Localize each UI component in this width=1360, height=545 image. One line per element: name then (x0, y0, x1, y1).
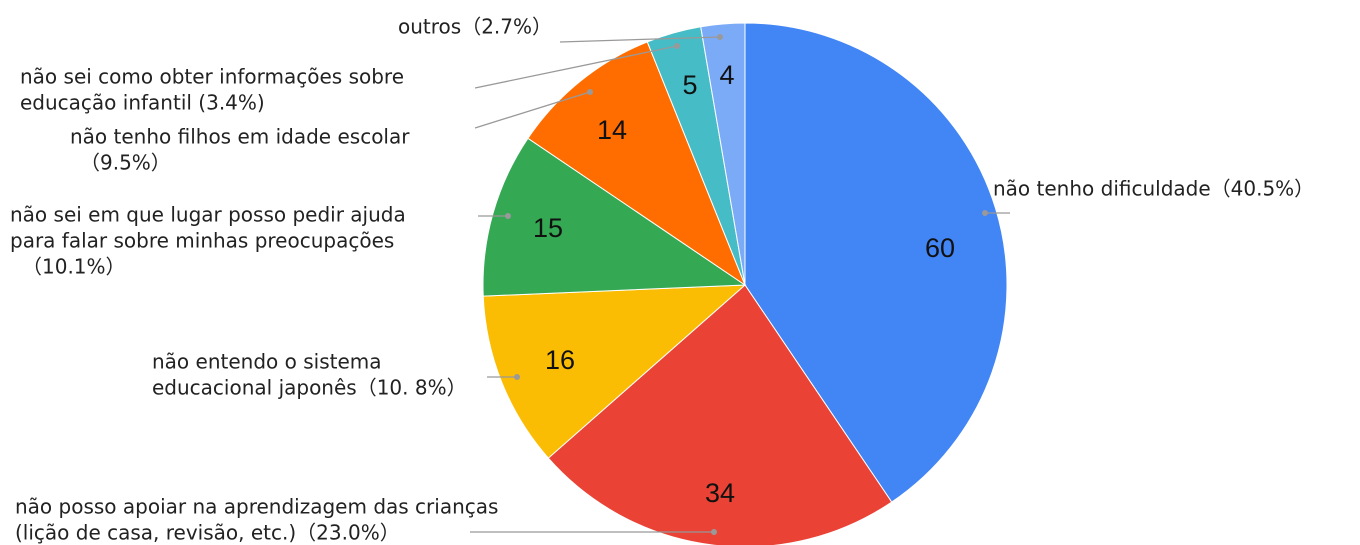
pie-slice (482, 284, 747, 459)
leader-dot (717, 34, 723, 40)
slice-label: para falar sobre minhas preocupações (10, 229, 394, 253)
slice-label: não entendo o sistema (152, 350, 382, 374)
data-label: 60 (925, 233, 955, 263)
leader-line (474, 45, 678, 89)
slice-label: não posso apoiar na aprendizagem das cri… (15, 495, 498, 519)
data-label: 5 (682, 70, 697, 100)
pie-slice (744, 22, 1008, 503)
slice-label: outros（2.7%） (398, 15, 552, 39)
slice-label: （10.1%） (22, 255, 126, 279)
slice-label: não sei como obter informações sobre (20, 65, 404, 89)
data-label: 34 (705, 478, 735, 508)
slice-label: não tenho dificuldade（40.5%） (993, 177, 1314, 201)
data-label: 4 (719, 60, 734, 90)
leader-line (474, 91, 591, 129)
leader-dot (514, 374, 520, 380)
slice-label: educacional japonês（10. 8%） (152, 376, 467, 400)
leader-dot (505, 213, 511, 219)
pie-slice (527, 41, 747, 287)
data-label: 15 (533, 213, 563, 243)
leader-line (559, 36, 721, 43)
pie-slice (700, 22, 746, 286)
slice-label: não tenho filhos em idade escolar (70, 125, 410, 149)
leader-dot (587, 89, 593, 95)
slice-label: educação infantil (3.4%) (20, 91, 265, 115)
pie-slice (482, 137, 747, 297)
data-label: 14 (597, 115, 627, 145)
leader-dot (674, 43, 680, 49)
leader-dot (711, 529, 717, 535)
leader-dot (982, 210, 988, 216)
slice-label: (lição de casa, revisão, etc.)（23.0%） (15, 521, 400, 545)
slice-label: （9.5%） (80, 151, 171, 175)
slice-label: não sei em que lugar posso pedir ajuda (10, 203, 406, 227)
data-label: 16 (545, 345, 575, 375)
